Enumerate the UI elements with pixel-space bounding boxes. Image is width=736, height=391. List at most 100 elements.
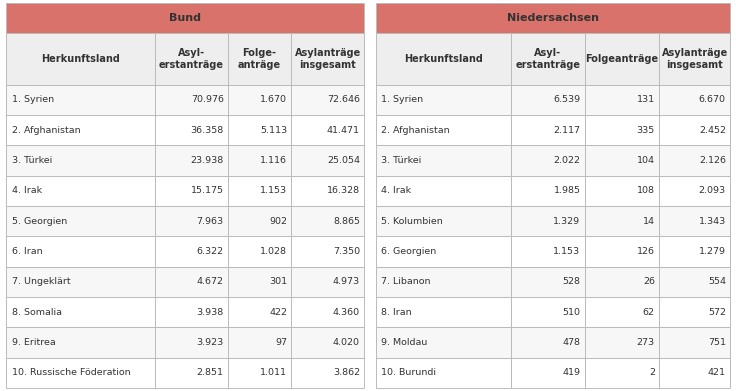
Text: Herkunftsland: Herkunftsland bbox=[40, 54, 120, 64]
Bar bbox=[376, 3, 730, 33]
Text: 422: 422 bbox=[269, 308, 287, 317]
Text: Asyl-
erstanträge: Asyl- erstanträge bbox=[515, 48, 580, 70]
Bar bbox=[228, 357, 291, 388]
Bar bbox=[291, 236, 364, 267]
Text: 1.670: 1.670 bbox=[260, 95, 287, 104]
Bar bbox=[6, 115, 155, 145]
Bar bbox=[6, 176, 155, 206]
Text: 3.923: 3.923 bbox=[197, 338, 224, 347]
Text: 41.471: 41.471 bbox=[327, 126, 360, 135]
Text: 9. Eritrea: 9. Eritrea bbox=[12, 338, 56, 347]
Bar bbox=[659, 267, 730, 297]
Bar bbox=[291, 327, 364, 357]
Text: 7.963: 7.963 bbox=[197, 217, 224, 226]
Bar bbox=[376, 85, 511, 115]
Text: 1.153: 1.153 bbox=[553, 247, 581, 256]
Text: 72.646: 72.646 bbox=[327, 95, 360, 104]
Bar bbox=[291, 85, 364, 115]
Bar bbox=[585, 327, 659, 357]
Text: Niedersachsen: Niedersachsen bbox=[507, 13, 599, 23]
Text: 4.020: 4.020 bbox=[333, 338, 360, 347]
Bar bbox=[511, 176, 585, 206]
Text: 1. Syrien: 1. Syrien bbox=[381, 95, 424, 104]
Bar bbox=[228, 206, 291, 236]
Bar bbox=[228, 297, 291, 327]
Bar bbox=[585, 206, 659, 236]
Bar bbox=[6, 145, 155, 176]
Bar bbox=[376, 176, 511, 206]
Bar bbox=[228, 267, 291, 297]
Text: 510: 510 bbox=[562, 308, 581, 317]
Bar bbox=[585, 85, 659, 115]
Text: 419: 419 bbox=[562, 368, 581, 377]
Text: 70.976: 70.976 bbox=[191, 95, 224, 104]
Text: 2.093: 2.093 bbox=[698, 186, 726, 196]
Text: 6. Georgien: 6. Georgien bbox=[381, 247, 436, 256]
Bar bbox=[291, 33, 364, 85]
Text: 1.116: 1.116 bbox=[260, 156, 287, 165]
Text: 273: 273 bbox=[637, 338, 655, 347]
Bar bbox=[228, 33, 291, 85]
Bar bbox=[376, 297, 511, 327]
Bar bbox=[291, 297, 364, 327]
Text: 10. Burundi: 10. Burundi bbox=[381, 368, 436, 377]
Bar bbox=[511, 267, 585, 297]
Text: 2. Afghanistan: 2. Afghanistan bbox=[12, 126, 80, 135]
Text: 97: 97 bbox=[275, 338, 287, 347]
Text: 6.670: 6.670 bbox=[699, 95, 726, 104]
Text: 2. Afghanistan: 2. Afghanistan bbox=[381, 126, 450, 135]
Bar bbox=[228, 176, 291, 206]
Text: 8. Somalia: 8. Somalia bbox=[12, 308, 62, 317]
Bar bbox=[228, 236, 291, 267]
Bar bbox=[659, 206, 730, 236]
Text: 8. Iran: 8. Iran bbox=[381, 308, 412, 317]
Text: 108: 108 bbox=[637, 186, 655, 196]
Text: 3. Türkei: 3. Türkei bbox=[12, 156, 52, 165]
Text: 572: 572 bbox=[708, 308, 726, 317]
Bar bbox=[511, 357, 585, 388]
Text: 1. Syrien: 1. Syrien bbox=[12, 95, 54, 104]
Bar bbox=[155, 236, 228, 267]
Bar bbox=[376, 115, 511, 145]
Bar bbox=[155, 115, 228, 145]
Text: 104: 104 bbox=[637, 156, 655, 165]
Bar bbox=[6, 206, 155, 236]
Text: 7. Libanon: 7. Libanon bbox=[381, 277, 431, 286]
Text: 7.350: 7.350 bbox=[333, 247, 360, 256]
Text: 16.328: 16.328 bbox=[327, 186, 360, 196]
Bar bbox=[6, 267, 155, 297]
Bar bbox=[585, 297, 659, 327]
Bar bbox=[585, 115, 659, 145]
Text: 131: 131 bbox=[637, 95, 655, 104]
Bar bbox=[511, 33, 585, 85]
Text: 2.022: 2.022 bbox=[553, 156, 581, 165]
Bar bbox=[376, 206, 511, 236]
Text: 7. Ungeklärt: 7. Ungeklärt bbox=[12, 277, 71, 286]
Text: 4.672: 4.672 bbox=[197, 277, 224, 286]
Text: 4. Irak: 4. Irak bbox=[12, 186, 42, 196]
Bar bbox=[659, 145, 730, 176]
Bar bbox=[291, 267, 364, 297]
Bar bbox=[585, 145, 659, 176]
Bar bbox=[511, 115, 585, 145]
Bar bbox=[6, 85, 155, 115]
Bar bbox=[155, 267, 228, 297]
Text: 554: 554 bbox=[708, 277, 726, 286]
Text: 1.329: 1.329 bbox=[553, 217, 581, 226]
Bar bbox=[228, 145, 291, 176]
Text: Asyl-
erstanträge: Asyl- erstanträge bbox=[159, 48, 224, 70]
Text: 4.360: 4.360 bbox=[333, 308, 360, 317]
Bar bbox=[6, 297, 155, 327]
Text: 2.851: 2.851 bbox=[197, 368, 224, 377]
Bar bbox=[376, 33, 511, 85]
Text: 25.054: 25.054 bbox=[327, 156, 360, 165]
Bar bbox=[511, 297, 585, 327]
Text: 62: 62 bbox=[643, 308, 655, 317]
Bar bbox=[659, 85, 730, 115]
Text: 5.113: 5.113 bbox=[260, 126, 287, 135]
Bar bbox=[6, 327, 155, 357]
Text: 2.126: 2.126 bbox=[699, 156, 726, 165]
Bar bbox=[585, 33, 659, 85]
Text: 1.153: 1.153 bbox=[260, 186, 287, 196]
Bar bbox=[155, 145, 228, 176]
